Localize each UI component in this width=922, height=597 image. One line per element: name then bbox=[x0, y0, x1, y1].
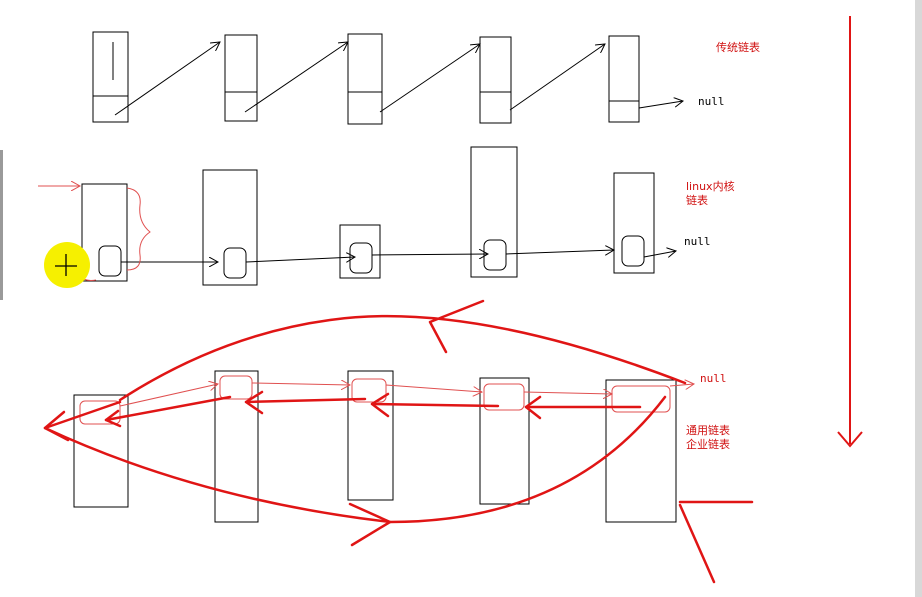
next-arrow bbox=[251, 383, 350, 385]
brace-mark bbox=[126, 187, 151, 271]
next-pointer-arrow bbox=[505, 250, 614, 254]
next-pointer-arrow bbox=[509, 44, 605, 111]
prev-arrowhead bbox=[104, 409, 122, 428]
node-box bbox=[605, 379, 677, 523]
tail-pointer bbox=[678, 503, 716, 584]
next-pointer-arrow bbox=[114, 42, 220, 116]
next-arrow bbox=[119, 384, 218, 407]
label-traditional: 传统链表 bbox=[716, 41, 760, 54]
link-field bbox=[351, 378, 387, 403]
generic-next-links bbox=[79, 375, 694, 425]
crosshair-cursor-icon bbox=[44, 242, 90, 288]
link-field bbox=[483, 383, 525, 411]
node-box bbox=[479, 36, 512, 124]
node-box bbox=[214, 370, 259, 523]
node-box bbox=[479, 377, 530, 505]
node-box bbox=[347, 370, 394, 501]
node-box bbox=[613, 172, 655, 274]
prev-arrowhead bbox=[524, 395, 542, 420]
prev-arrowhead bbox=[244, 390, 264, 415]
null-label-row3: null bbox=[700, 372, 727, 385]
node-box bbox=[73, 394, 129, 508]
link-field bbox=[219, 375, 253, 400]
traditional-list bbox=[92, 31, 683, 125]
list-head-field bbox=[483, 239, 507, 271]
prev-arrow bbox=[104, 395, 232, 422]
null-pointer-arrow bbox=[643, 251, 676, 257]
prev-arrow bbox=[244, 397, 367, 404]
generic-list bbox=[73, 370, 677, 523]
null-arrow bbox=[669, 384, 694, 386]
prev-arrow bbox=[370, 402, 500, 408]
null-label-row2: null bbox=[684, 235, 711, 248]
null-pointer-arrow bbox=[638, 101, 683, 109]
list-head-field bbox=[621, 235, 645, 267]
null-label-row1: null bbox=[698, 95, 725, 108]
list-head-field bbox=[98, 245, 122, 277]
circular-arc-left bbox=[43, 400, 122, 430]
list-head-field bbox=[349, 242, 373, 274]
generic-prev-links bbox=[43, 299, 754, 584]
node-box bbox=[608, 35, 640, 123]
label-generic: 通用链表 企业链表 bbox=[686, 424, 730, 451]
kernel-list bbox=[81, 146, 676, 286]
next-arrow bbox=[523, 392, 612, 394]
label-linux-kernel: linux内核链表 bbox=[686, 180, 735, 207]
circular-arc-top bbox=[118, 314, 687, 402]
next-pointer-arrow bbox=[244, 42, 348, 113]
arc-arrowhead-top bbox=[428, 299, 485, 354]
list-head-field bbox=[223, 247, 247, 279]
next-pointer-arrow bbox=[371, 254, 488, 255]
ruler-mark bbox=[0, 150, 3, 300]
node-box bbox=[92, 31, 129, 123]
node-box bbox=[224, 34, 258, 122]
arc-arrowhead-bottom bbox=[348, 502, 392, 547]
next-arrow bbox=[385, 384, 482, 392]
progression-arrow bbox=[837, 16, 863, 448]
node-box bbox=[470, 146, 518, 278]
node-box bbox=[347, 33, 383, 125]
window-edge bbox=[915, 0, 922, 597]
circular-arc-bottom bbox=[43, 395, 667, 524]
next-pointer-arrow bbox=[379, 44, 480, 113]
next-pointer-arrow bbox=[245, 257, 355, 263]
node-box bbox=[202, 169, 258, 286]
node-box bbox=[81, 183, 128, 282]
prev-arrowhead bbox=[370, 392, 390, 418]
node-box bbox=[339, 224, 381, 279]
link-field bbox=[79, 400, 121, 425]
